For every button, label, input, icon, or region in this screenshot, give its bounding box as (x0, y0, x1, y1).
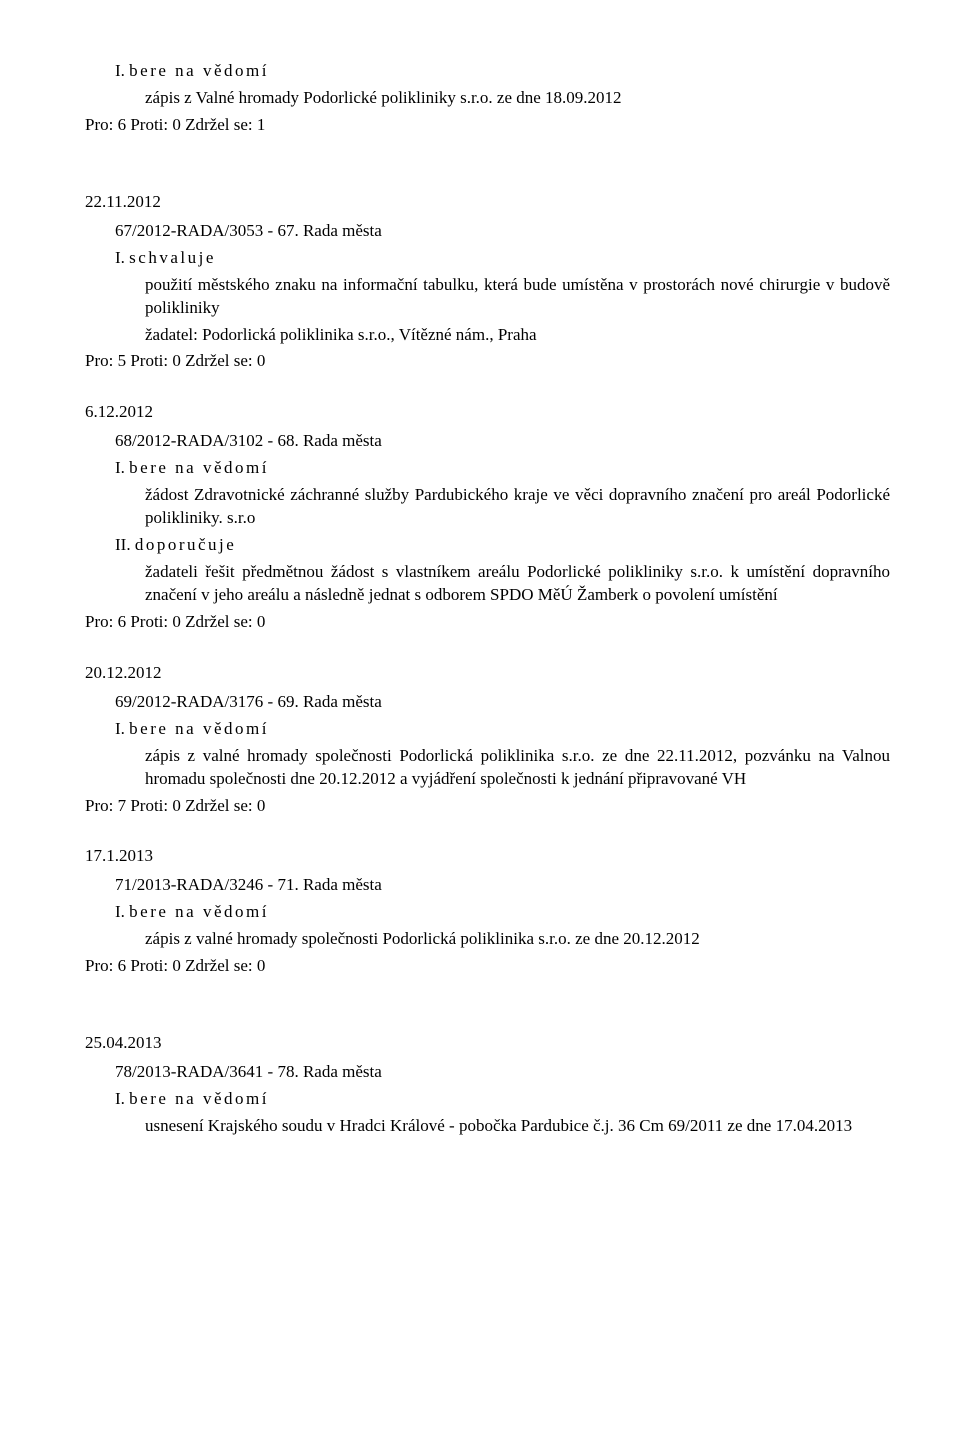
section-body: zápis z valné hromady společnosti Podorl… (85, 928, 890, 951)
section-verb: bere na vědomí (129, 719, 269, 738)
document-root: I. bere na vědomí zápis z Valné hromady P… (85, 60, 890, 1138)
entry-reference: 69/2012-RADA/3176 - 69. Rada města (85, 691, 890, 714)
spacer (85, 1006, 890, 1032)
entry-reference: 67/2012-RADA/3053 - 67. Rada města (85, 220, 890, 243)
vote-line: Pro: 5 Proti: 0 Zdržel se: 0 (85, 350, 890, 373)
section-body: žádost Zdravotnické záchranné služby Par… (85, 484, 890, 530)
section-heading: I. bere na vědomí (85, 901, 890, 924)
entry-date: 22.11.2012 (85, 191, 890, 214)
section-roman: I. (115, 902, 125, 921)
section-heading: I. bere na vědomí (85, 60, 890, 83)
section-verb: bere na vědomí (129, 1089, 269, 1108)
section-body: žadatel: Podorlická poliklinika s.r.o., … (85, 324, 890, 347)
section-verb: bere na vědomí (129, 61, 269, 80)
entry-reference: 78/2013-RADA/3641 - 78. Rada města (85, 1061, 890, 1084)
vote-line: Pro: 6 Proti: 0 Zdržel se: 0 (85, 611, 890, 634)
section-roman: I. (115, 61, 125, 80)
entry: 17.1.2013 71/2013-RADA/3246 - 71. Rada mě… (85, 845, 890, 978)
section-heading: I. bere na vědomí (85, 457, 890, 480)
vote-line: Pro: 6 Proti: 0 Zdržel se: 0 (85, 955, 890, 978)
entry: 25.04.2013 78/2013-RADA/3641 - 78. Rada m… (85, 1032, 890, 1138)
section-verb: schvaluje (129, 248, 216, 267)
section-body: zápis z Valné hromady Podorlické polikli… (85, 87, 890, 110)
section-roman: I. (115, 248, 125, 267)
section-roman: I. (115, 719, 125, 738)
entry: I. bere na vědomí zápis z Valné hromady P… (85, 60, 890, 137)
entry-date: 17.1.2013 (85, 845, 890, 868)
section-heading: II. doporučuje (85, 534, 890, 557)
entry-date: 25.04.2013 (85, 1032, 890, 1055)
entry: 20.12.2012 69/2012-RADA/3176 - 69. Rada m… (85, 662, 890, 818)
section-verb: doporučuje (135, 535, 236, 554)
section-body: usnesení Krajského soudu v Hradci Králov… (85, 1115, 890, 1138)
vote-line: Pro: 6 Proti: 0 Zdržel se: 1 (85, 114, 890, 137)
entry: 22.11.2012 67/2012-RADA/3053 - 67. Rada m… (85, 191, 890, 374)
spacer (85, 165, 890, 191)
vote-line: Pro: 7 Proti: 0 Zdržel se: 0 (85, 795, 890, 818)
section-heading: I. schvaluje (85, 247, 890, 270)
section-heading: I. bere na vědomí (85, 1088, 890, 1111)
section-verb: bere na vědomí (129, 902, 269, 921)
section-roman: II. (115, 535, 131, 554)
entry-date: 6.12.2012 (85, 401, 890, 424)
section-roman: I. (115, 458, 125, 477)
section-roman: I. (115, 1089, 125, 1108)
entry-reference: 71/2013-RADA/3246 - 71. Rada města (85, 874, 890, 897)
section-heading: I. bere na vědomí (85, 718, 890, 741)
entry: 6.12.2012 68/2012-RADA/3102 - 68. Rada mě… (85, 401, 890, 633)
entry-date: 20.12.2012 (85, 662, 890, 685)
section-body: použití městského znaku na informační ta… (85, 274, 890, 320)
entry-reference: 68/2012-RADA/3102 - 68. Rada města (85, 430, 890, 453)
section-body: žadateli řešit předmětnou žádost s vlast… (85, 561, 890, 607)
section-verb: bere na vědomí (129, 458, 269, 477)
section-body: zápis z valné hromady společnosti Podorl… (85, 745, 890, 791)
